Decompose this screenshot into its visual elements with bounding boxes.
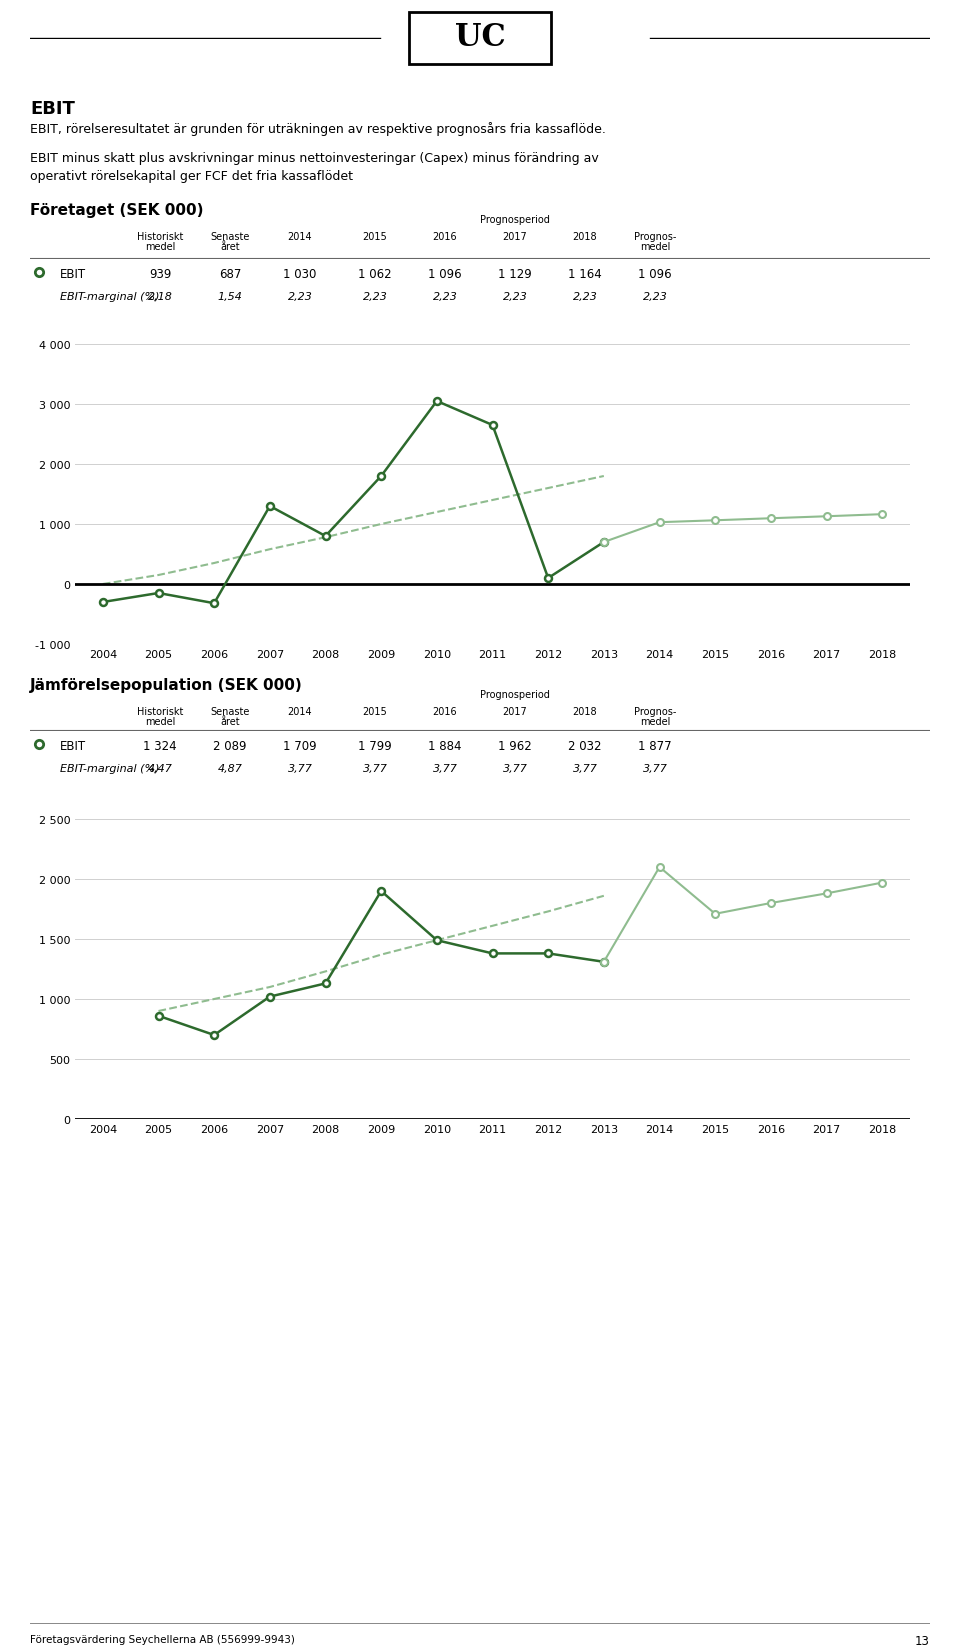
Text: 2015: 2015	[363, 707, 388, 717]
Text: EBIT-marginal (%): EBIT-marginal (%)	[60, 292, 159, 302]
Text: året: året	[220, 242, 240, 252]
Text: 687: 687	[219, 269, 241, 280]
Text: 2,23: 2,23	[363, 292, 388, 302]
Text: Senaste: Senaste	[210, 232, 250, 242]
Text: 1 324: 1 324	[143, 740, 177, 753]
Text: 1 129: 1 129	[498, 269, 532, 280]
Text: 2 032: 2 032	[568, 740, 602, 753]
Text: 2,18: 2,18	[148, 292, 173, 302]
Text: 4,87: 4,87	[218, 763, 243, 773]
Text: 1 884: 1 884	[428, 740, 462, 753]
Text: medel: medel	[145, 242, 175, 252]
Text: 2016: 2016	[433, 707, 457, 717]
Text: 939: 939	[149, 269, 171, 280]
Text: Jämförelsepopulation (SEK 000): Jämförelsepopulation (SEK 000)	[30, 677, 302, 692]
Text: medel: medel	[145, 717, 175, 727]
Text: medel: medel	[639, 242, 670, 252]
Text: 1 962: 1 962	[498, 740, 532, 753]
Text: EBIT: EBIT	[60, 740, 86, 753]
Text: 2015: 2015	[363, 232, 388, 242]
Text: 3,77: 3,77	[288, 763, 312, 773]
Text: 2,23: 2,23	[288, 292, 312, 302]
Text: Historiskt: Historiskt	[137, 232, 183, 242]
Text: Senaste: Senaste	[210, 707, 250, 717]
Text: Företagsvärdering Seychellerna AB (556999-9943): Företagsvärdering Seychellerna AB (55699…	[30, 1635, 295, 1645]
Text: Prognos-: Prognos-	[634, 707, 676, 717]
Text: 1 799: 1 799	[358, 740, 392, 753]
Text: 2017: 2017	[503, 707, 527, 717]
Text: 2,23: 2,23	[642, 292, 667, 302]
Text: UC: UC	[455, 23, 505, 53]
Text: operativt rörelsekapital ger FCF det fria kassaflödet: operativt rörelsekapital ger FCF det fri…	[30, 170, 353, 183]
Text: 4,47: 4,47	[148, 763, 173, 773]
Text: 3,77: 3,77	[642, 763, 667, 773]
Text: Prognosperiod: Prognosperiod	[480, 214, 550, 224]
Text: 3,77: 3,77	[433, 763, 457, 773]
Text: 2016: 2016	[433, 232, 457, 242]
Text: 1,54: 1,54	[218, 292, 243, 302]
Text: 1 062: 1 062	[358, 269, 392, 280]
Text: EBIT-marginal (%): EBIT-marginal (%)	[60, 763, 159, 773]
Text: medel: medel	[639, 717, 670, 727]
Text: Historiskt: Historiskt	[137, 707, 183, 717]
Text: 1 709: 1 709	[283, 740, 317, 753]
Text: året: året	[220, 717, 240, 727]
Text: EBIT minus skatt plus avskrivningar minus nettoinvesteringar (Capex) minus förän: EBIT minus skatt plus avskrivningar minu…	[30, 152, 599, 165]
Text: EBIT: EBIT	[30, 101, 75, 119]
Text: Prognos-: Prognos-	[634, 232, 676, 242]
Text: 1 096: 1 096	[428, 269, 462, 280]
Text: 13: 13	[915, 1635, 930, 1646]
Text: EBIT: EBIT	[60, 269, 86, 280]
Text: 2018: 2018	[573, 707, 597, 717]
Bar	[409, 13, 551, 64]
Text: 2 089: 2 089	[213, 740, 247, 753]
Text: 2,23: 2,23	[572, 292, 597, 302]
Text: 2014: 2014	[288, 232, 312, 242]
Text: 2,23: 2,23	[433, 292, 457, 302]
Text: 3,77: 3,77	[503, 763, 527, 773]
Text: 1 030: 1 030	[283, 269, 317, 280]
Text: 1 164: 1 164	[568, 269, 602, 280]
Text: Prognosperiod: Prognosperiod	[480, 689, 550, 699]
Text: 2017: 2017	[503, 232, 527, 242]
Text: 3,77: 3,77	[572, 763, 597, 773]
Text: 3,77: 3,77	[363, 763, 388, 773]
Text: 1 096: 1 096	[638, 269, 672, 280]
Text: EBIT, rörelseresultatet är grunden för uträkningen av respektive prognosårs fria: EBIT, rörelseresultatet är grunden för u…	[30, 122, 606, 135]
Text: Företaget (SEK 000): Företaget (SEK 000)	[30, 203, 204, 218]
Text: 1 877: 1 877	[638, 740, 672, 753]
Text: 2014: 2014	[288, 707, 312, 717]
Text: 2,23: 2,23	[503, 292, 527, 302]
Text: 2018: 2018	[573, 232, 597, 242]
